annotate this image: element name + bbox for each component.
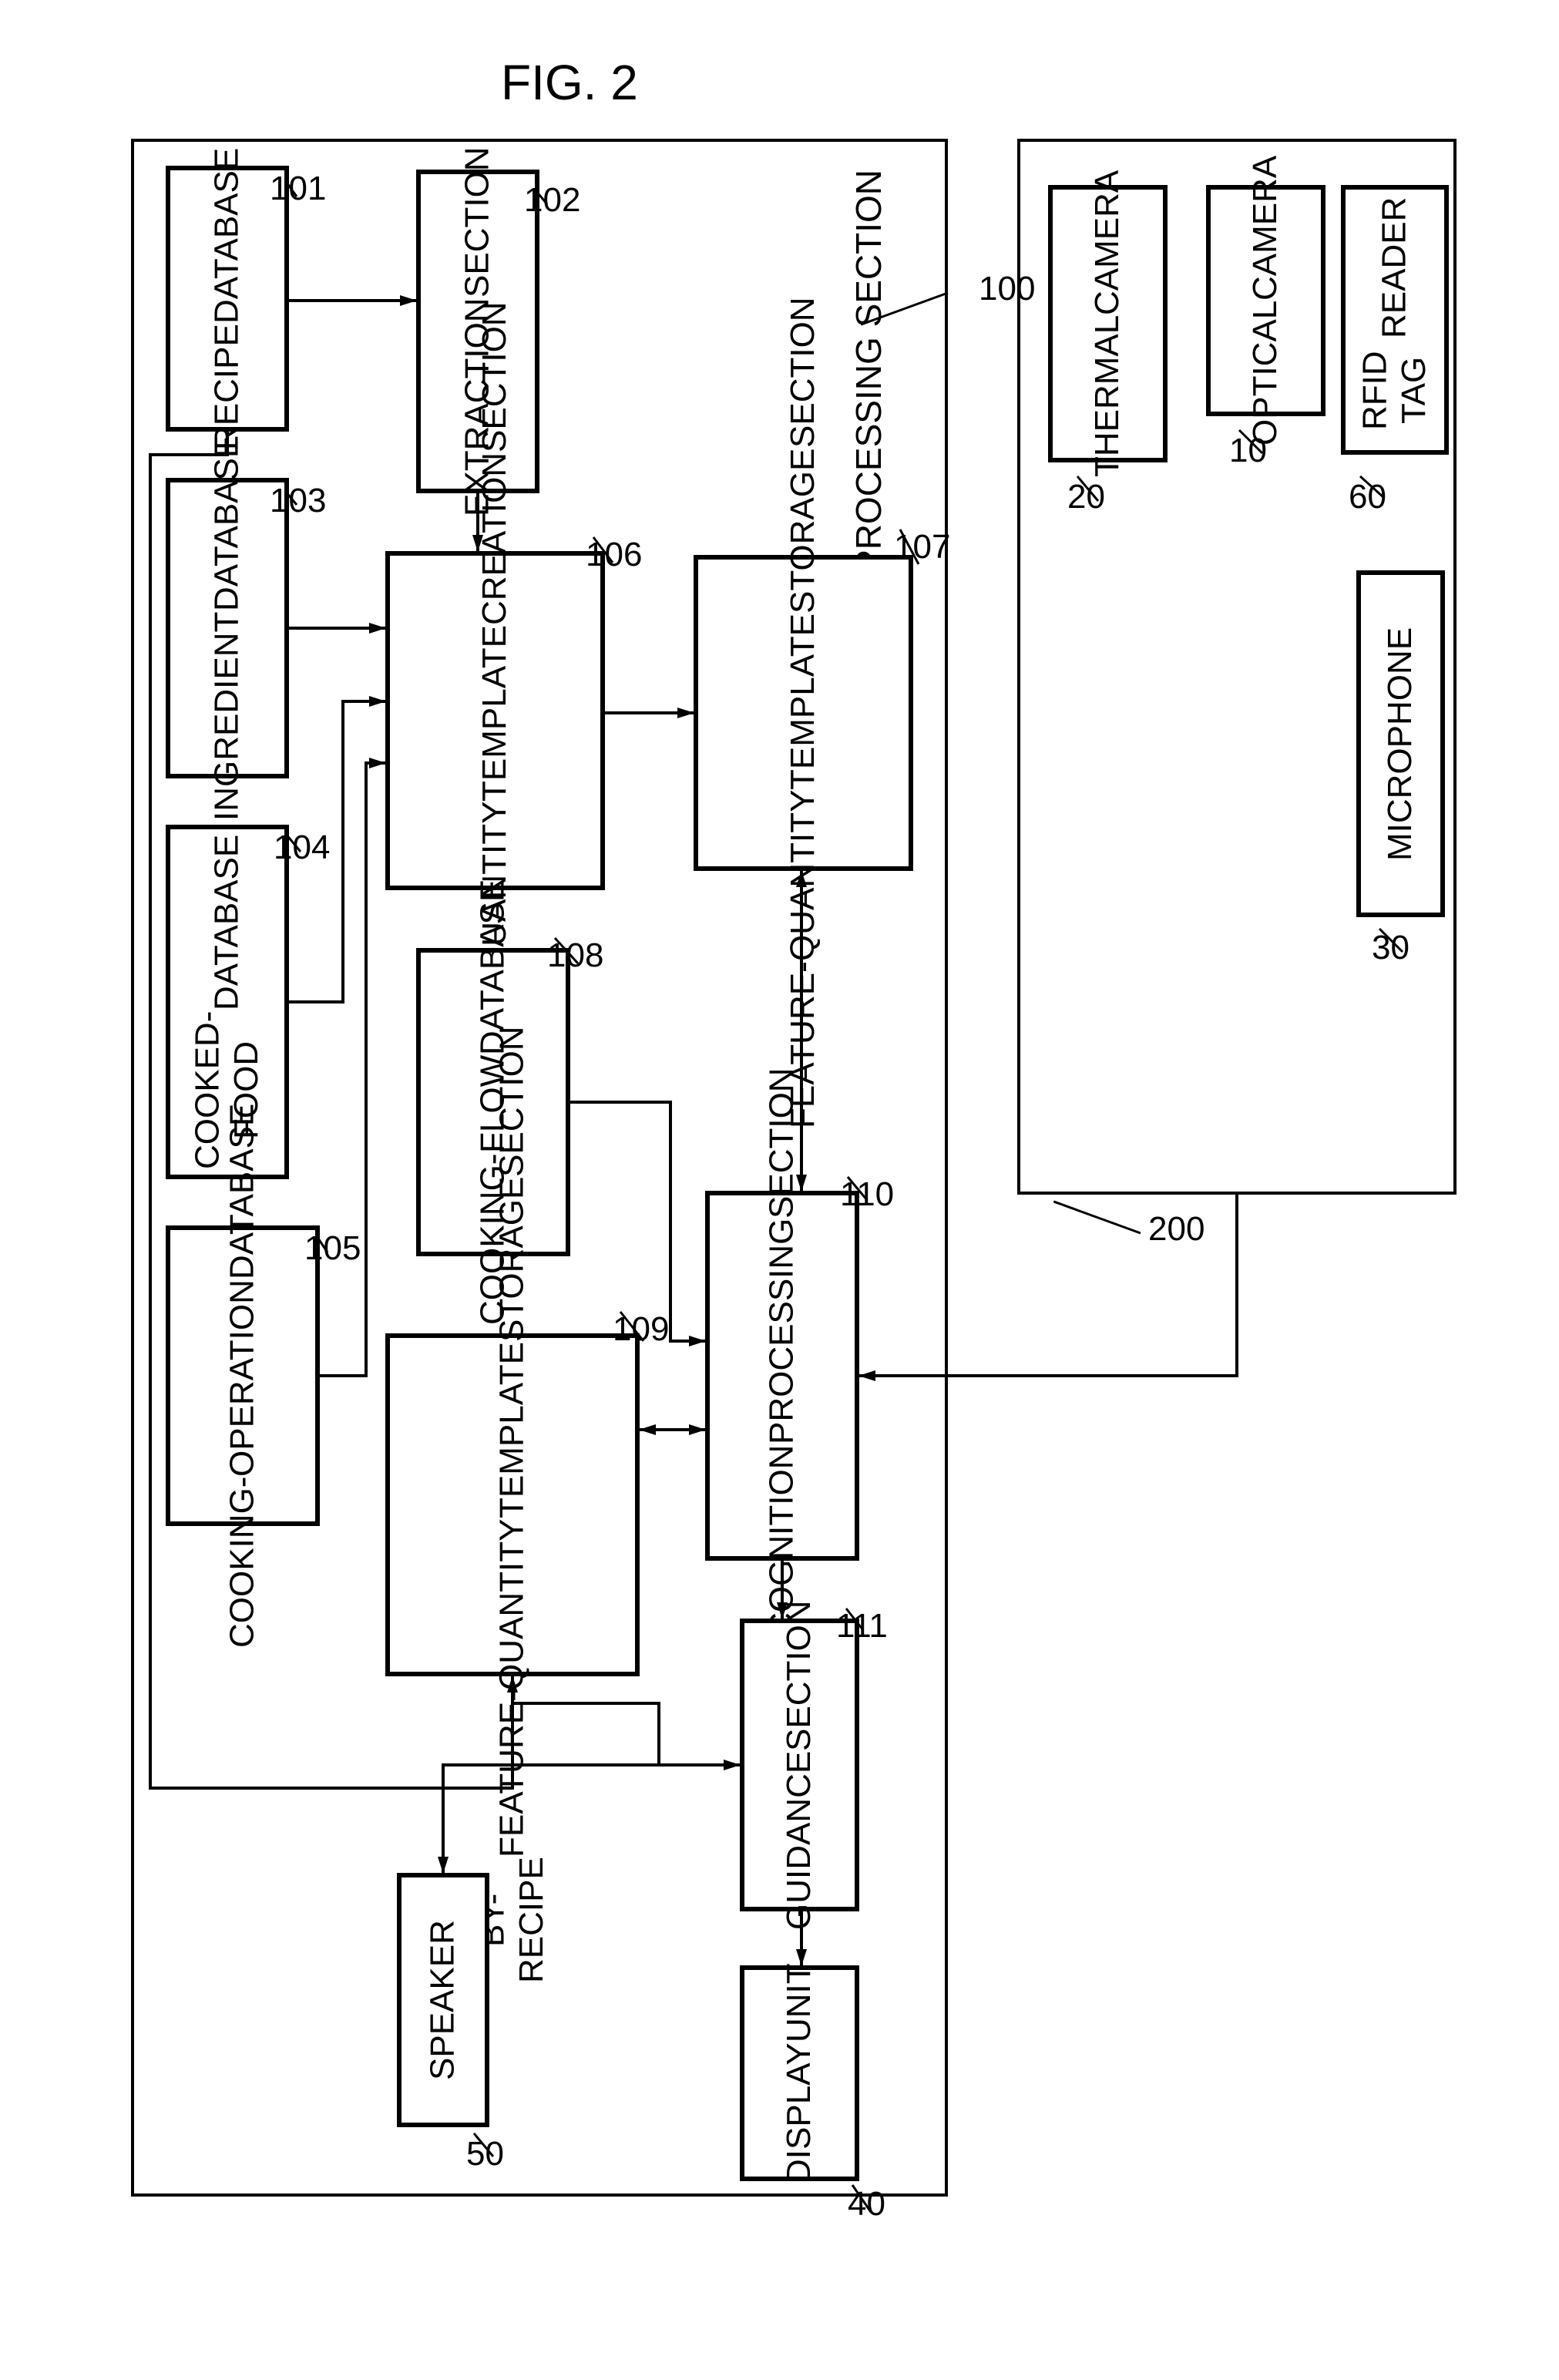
ref-num-ingredientDb: 103 [270, 482, 326, 520]
ref-num-speaker: 50 [466, 2135, 504, 2173]
node-displayUnit: DISPLAYUNIT [740, 1965, 859, 2181]
node-recognition: RECOGNITIONPROCESSINGSECTION [705, 1191, 859, 1561]
node-fqStorage: FEATURE-QUANTITYTEMPLATESTORAGESECTION [694, 555, 913, 871]
node-rfid: RFID TAGREADER [1341, 185, 1449, 455]
ref-num-sensors: 200 [1148, 1210, 1205, 1249]
node-thermal: THERMALCAMERA [1048, 185, 1168, 462]
ref-num-thermal: 20 [1067, 478, 1105, 516]
ref-num-displayUnit: 40 [848, 2185, 885, 2224]
ref-num-recipeDb: 101 [270, 170, 326, 208]
ref-num-cookingOpDb: 105 [304, 1229, 361, 1268]
node-ingredientDb: INGREDIENTDATABASE [166, 478, 289, 778]
ref-num-fqStorage: 107 [894, 528, 950, 566]
node-cookingOpDb: COOKING-OPERATIONDATABASE [166, 1225, 320, 1526]
ref-num-fqCreate: 106 [586, 536, 642, 574]
figure-title: FIG. 2 [501, 54, 638, 111]
ref-num-guidance: 111 [836, 1607, 888, 1645]
node-optical: OPTICALCAMERA [1206, 185, 1325, 416]
node-fqCreate: FEATURE-QUANTITYTEMPLATECREATIONSECTION [385, 551, 605, 890]
node-microphone: MICROPHONE [1356, 570, 1445, 917]
node-speaker: SPEAKER [397, 1873, 489, 2127]
ref-num-extraction: 102 [524, 181, 580, 220]
ref-num-optical: 10 [1229, 432, 1267, 470]
ref-num-microphone: 30 [1372, 929, 1409, 967]
diagram-canvas: FIG. 2 DATA PROCESSING SECTION100200RECI… [31, 31, 1495, 2266]
ref-num-rfid: 60 [1349, 478, 1386, 516]
ref-num-byRecipe: 109 [613, 1310, 669, 1349]
ref-num-recognition: 110 [840, 1175, 894, 1214]
ref-num-cookingFlowDb: 108 [547, 936, 603, 975]
ref-num-dataProcessing: 100 [979, 270, 1035, 308]
ref-num-cookedFoodDb: 104 [274, 829, 330, 867]
node-guidance: GUIDANCESECTION [740, 1619, 859, 1911]
node-byRecipe: BY-RECIPEFEATURE-QUANTITYTEMPLATESTORAGE… [385, 1333, 640, 1676]
